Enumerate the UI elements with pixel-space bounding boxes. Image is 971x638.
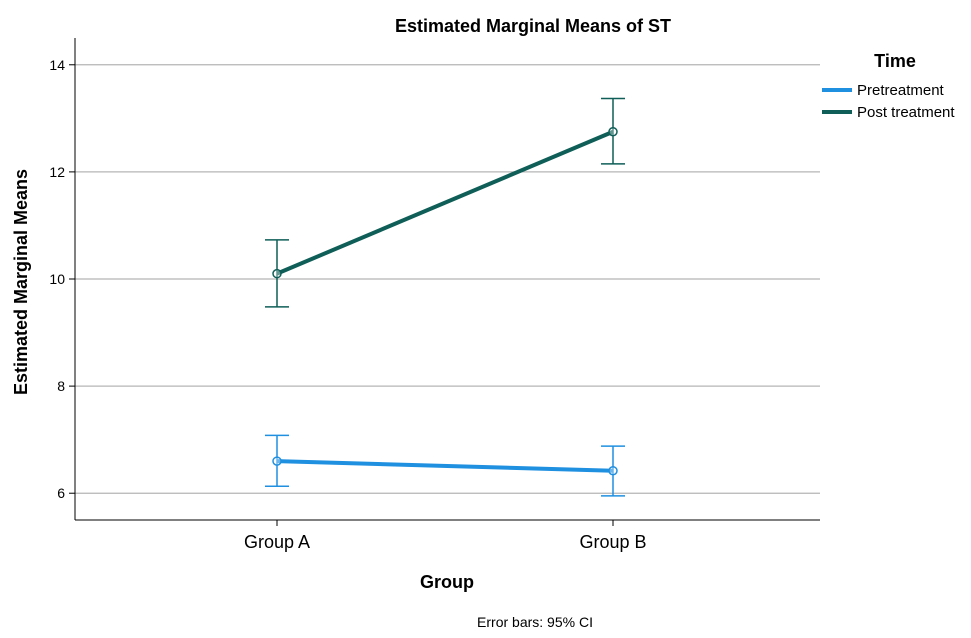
x-axis-title: Group [420,572,474,592]
chart-title: Estimated Marginal Means of ST [395,16,671,36]
gridlines [75,64,820,494]
legend-title: Time [874,51,916,71]
data-point [272,456,282,466]
legend-label: Post treatment [857,104,955,121]
y-axis-ticks: 6 8 10 12 14 [49,57,75,501]
x-axis-ticks: Group A Group B [244,520,647,552]
x-tick-label: Group B [579,532,646,552]
series-line [276,129,614,276]
data-point [608,126,618,137]
y-axis-title: Estimated Marginal Means [11,169,31,395]
series-1 [265,97,625,308]
series-layer [265,97,625,497]
y-tick-label: 8 [57,378,65,394]
y-tick-label: 14 [49,57,65,73]
data-point [608,465,618,476]
y-tick-label: 6 [57,485,65,501]
data-point [272,268,282,279]
series-line [276,459,614,473]
y-tick-label: 12 [49,164,65,180]
x-tick-label: Group A [244,532,310,552]
legend-label: Pretreatment [857,82,945,99]
y-tick-label: 10 [49,271,65,287]
legend-entry: Pretreatment [822,82,945,99]
series-0 [265,434,625,497]
error-bars-footnote: Error bars: 95% CI [477,614,593,630]
legend: Pretreatment Post treatment [822,82,955,121]
legend-entry: Post treatment [822,104,955,121]
